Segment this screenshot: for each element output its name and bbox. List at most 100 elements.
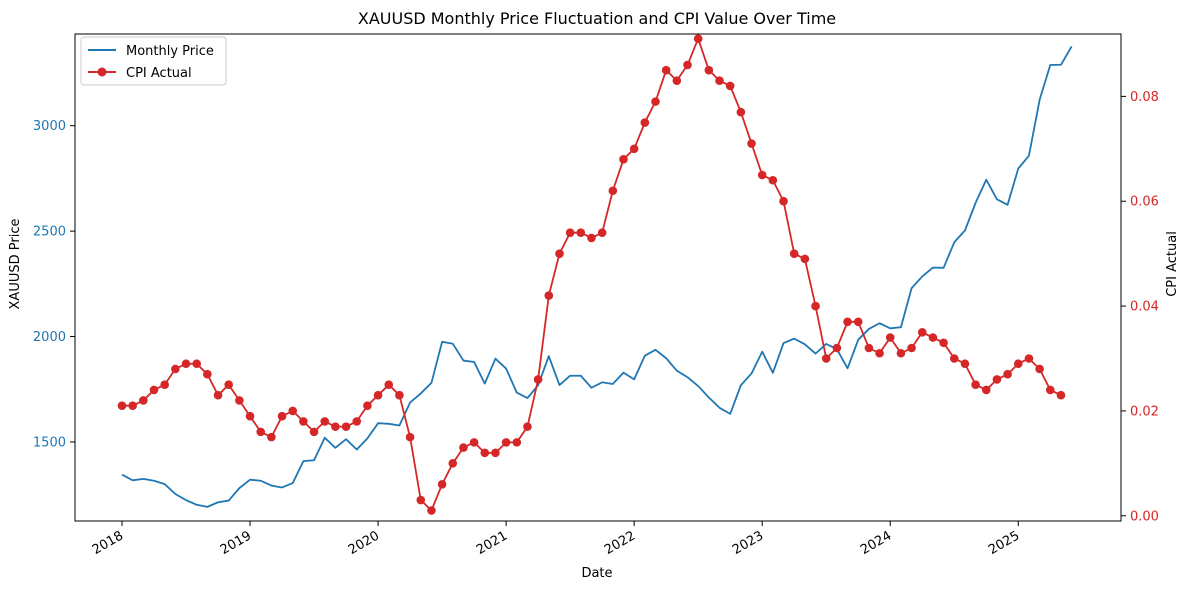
cpi-point [352, 417, 362, 426]
cpi-point [427, 506, 436, 515]
cpi-point [267, 432, 276, 442]
cpi-point [128, 401, 137, 410]
y-axis-left-label: XAUUSD Price [8, 219, 23, 310]
cpi-point [821, 354, 831, 363]
cpi-point [192, 359, 201, 369]
cpi-point [565, 228, 575, 237]
x-axis: 2018 2019 2020 2021 2022 2023 2024 2025 [90, 521, 1022, 558]
cpi-point [1035, 364, 1044, 374]
cpi-point [619, 154, 628, 164]
cpi-point [491, 448, 500, 458]
legend-label-monthly-price: Monthly Price [126, 44, 214, 59]
cpi-point [160, 380, 169, 390]
cpi-point [1056, 390, 1066, 400]
y-right-tick-label: 0.00 [1130, 509, 1159, 524]
cpi-point [725, 81, 735, 91]
x-tick-label: 2019 [218, 528, 254, 558]
cpi-point [949, 354, 959, 363]
y-right-tick-label: 0.04 [1130, 300, 1159, 315]
cpi-point [608, 186, 618, 196]
cpi-point [789, 249, 799, 258]
cpi-point [672, 76, 682, 85]
cpi-point [363, 401, 372, 410]
cpi-point [416, 495, 426, 505]
x-tick-label: 2021 [474, 528, 510, 558]
x-tick-label: 2023 [730, 528, 766, 558]
cpi-point [843, 317, 852, 327]
cpi-point [651, 97, 660, 106]
cpi-point [736, 107, 746, 117]
cpi-point [437, 480, 447, 489]
y-left-tick-label: 1500 [33, 435, 66, 450]
cpi-point [139, 396, 148, 405]
x-tick-label: 2025 [986, 528, 1022, 558]
cpi-point [405, 432, 415, 442]
cpi-point [512, 438, 522, 447]
cpi-point [256, 427, 266, 437]
cpi-point [469, 438, 479, 447]
series-line-cpi-actual [122, 37, 1062, 512]
cpi-point [757, 170, 767, 180]
cpi-point [1013, 359, 1023, 369]
cpi-point [224, 380, 233, 390]
cpi-point [309, 427, 319, 437]
cpi-point [533, 375, 543, 384]
cpi-point [683, 60, 692, 70]
plot-frame [74, 33, 1122, 522]
cpi-point [992, 375, 1002, 384]
cpi-point [896, 348, 906, 358]
series-line-monthly-price [121, 45, 1073, 508]
cpi-point [629, 144, 639, 154]
cpi-point [245, 411, 255, 421]
cpi-point [800, 254, 810, 264]
cpi-point [885, 333, 895, 342]
cpi-point [864, 343, 874, 353]
legend-label-cpi-actual: CPI Actual [126, 66, 192, 81]
y-right-tick-label: 0.06 [1130, 195, 1159, 210]
cpi-point [213, 390, 223, 400]
legend-frame [80, 36, 227, 86]
y-left-tick-label: 2000 [33, 330, 66, 345]
cpi-point [480, 448, 490, 458]
legend-dot-cpi-actual [97, 67, 107, 77]
cpi-point [523, 422, 532, 431]
y-right-tick-label: 0.08 [1130, 90, 1159, 105]
cpi-point [981, 385, 991, 395]
x-tick-label: 2020 [346, 528, 382, 558]
cpi-point [768, 175, 778, 185]
cpi-point [576, 228, 586, 237]
cpi-point [1024, 354, 1034, 363]
cpi-point [501, 438, 511, 447]
cpi-point [917, 327, 927, 337]
cpi-point [395, 390, 404, 400]
cpi-point [704, 65, 714, 75]
cpi-point [587, 233, 596, 243]
legend: Monthly Price CPI Actual [80, 36, 227, 86]
y-left-tick-label: 2500 [33, 225, 66, 240]
cpi-point [171, 364, 180, 374]
cpi-point [544, 291, 554, 300]
cpi-point [117, 401, 127, 410]
cpi-point [853, 317, 863, 327]
chart-title: XAUUSD Monthly Price Fluctuation and CPI… [358, 9, 836, 28]
cpi-point [928, 333, 938, 342]
cpi-point [320, 417, 330, 426]
cpi-point [875, 348, 884, 358]
cpi-point [373, 390, 383, 400]
cpi-point [277, 411, 287, 421]
y-right-tick-label: 0.02 [1130, 404, 1159, 419]
cpi-point [555, 249, 564, 258]
cpi-point [235, 396, 244, 405]
cpi-point [1045, 385, 1055, 395]
cpi-point [907, 343, 916, 353]
cpi-point [661, 65, 671, 75]
y-axis-right: 0.00 0.02 0.04 0.06 0.08 [1121, 90, 1159, 524]
cpi-point [299, 417, 308, 426]
cpi-point [715, 76, 724, 85]
cpi-point [971, 380, 980, 390]
cpi-point [939, 338, 948, 348]
x-tick-label: 2018 [90, 528, 126, 558]
cpi-point [149, 385, 159, 395]
cpi-point [779, 196, 788, 206]
